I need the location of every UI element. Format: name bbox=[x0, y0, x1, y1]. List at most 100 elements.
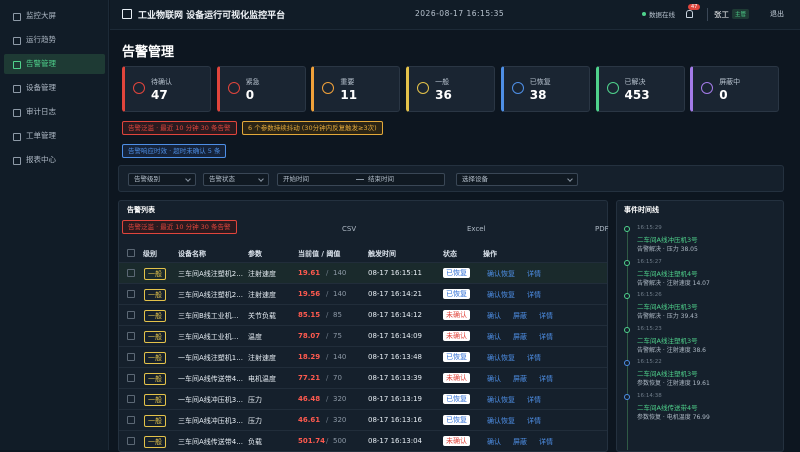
level: 一般 bbox=[144, 394, 166, 406]
status: 未确认 bbox=[443, 310, 470, 320]
row-checkbox[interactable] bbox=[127, 416, 135, 424]
bell[interactable] bbox=[686, 10, 693, 18]
status: 未确认 bbox=[443, 373, 470, 383]
export-button[interactable]: Excel bbox=[467, 225, 486, 233]
event-time: 16:15:22 bbox=[637, 359, 662, 365]
trigger-time: 08-17 16:13:48 bbox=[368, 353, 423, 361]
export-button[interactable]: CSV bbox=[342, 225, 357, 233]
action[interactable]: 确认 bbox=[487, 312, 501, 320]
card-label: 紧急 bbox=[245, 78, 260, 86]
nav-item[interactable]: 设备管理 bbox=[4, 78, 105, 98]
trigger-time: 08-17 16:13:04 bbox=[368, 437, 423, 445]
nav-item[interactable]: 工单管理 bbox=[4, 126, 105, 146]
timeline-title: 事件时间线 bbox=[624, 206, 659, 214]
export-button[interactable]: PDF bbox=[595, 225, 609, 233]
device: 一车间A线传送带4... bbox=[178, 375, 243, 383]
level-select[interactable]: 告警级别 bbox=[128, 173, 196, 186]
action[interactable]: 确认恢复 bbox=[487, 291, 515, 299]
event-time: 16:15:27 bbox=[637, 258, 662, 265]
column-header: 设备名称 bbox=[178, 250, 206, 258]
action[interactable]: 详情 bbox=[539, 375, 553, 383]
column-header: 级别 bbox=[143, 250, 157, 258]
separator: / bbox=[326, 353, 329, 361]
action[interactable]: 确认恢复 bbox=[487, 396, 515, 404]
stat-card: 屏蔽中 0 bbox=[690, 66, 780, 112]
timeline-line bbox=[627, 228, 628, 450]
trigger-time: 08-17 16:14:09 bbox=[368, 332, 423, 340]
card-value: 0 bbox=[719, 88, 728, 102]
row-checkbox[interactable] bbox=[127, 374, 135, 382]
action[interactable]: 屏蔽 bbox=[513, 312, 527, 320]
action[interactable]: 确认恢复 bbox=[487, 417, 515, 425]
param: 关节负载 bbox=[248, 312, 276, 320]
threshold: 320 bbox=[333, 416, 347, 424]
threshold: 70 bbox=[333, 374, 342, 382]
param: 电机温度 bbox=[248, 375, 276, 383]
status-select[interactable]: 告警状态 bbox=[203, 173, 269, 186]
table-row: 一般 三车间A线工业机... 温度 78.07 / 75 08-17 16:14:09 未确认… bbox=[119, 325, 607, 346]
event-detail: 告警解决 · 注射速度 38.6 bbox=[637, 346, 706, 354]
separator: / bbox=[326, 332, 329, 340]
action[interactable]: 确认 bbox=[487, 375, 501, 383]
status: 未确认 bbox=[443, 331, 470, 341]
action[interactable]: 详情 bbox=[527, 354, 541, 362]
card-icon bbox=[701, 82, 714, 94]
level: 一般 bbox=[144, 415, 166, 427]
logout[interactable]: 退出 bbox=[770, 10, 784, 18]
current-value: 77.21 bbox=[298, 374, 321, 382]
device-select[interactable]: 选择设备 bbox=[456, 173, 578, 186]
action[interactable]: 详情 bbox=[527, 291, 541, 299]
action[interactable]: 确认 bbox=[487, 333, 501, 341]
event-device: 二车间A线注塑机3号 bbox=[637, 370, 698, 378]
separator: / bbox=[326, 269, 329, 277]
device: 三车间B线工业机... bbox=[178, 312, 239, 320]
header-checkbox bbox=[127, 249, 135, 257]
current-value: 18.29 bbox=[298, 353, 321, 361]
action[interactable]: 详情 bbox=[527, 396, 541, 404]
page-title: 告警管理 bbox=[122, 45, 175, 60]
date-range[interactable]: 开始时间 结束时间 bbox=[277, 173, 445, 186]
action[interactable]: 详情 bbox=[527, 417, 541, 425]
row-checkbox[interactable] bbox=[127, 395, 135, 403]
row-checkbox[interactable] bbox=[127, 311, 135, 319]
row-checkbox[interactable] bbox=[127, 269, 135, 277]
action[interactable]: 屏蔽 bbox=[513, 375, 527, 383]
nav-item[interactable]: 告警管理 bbox=[4, 54, 105, 74]
row-checkbox[interactable] bbox=[127, 353, 135, 361]
nav-item[interactable]: 审计日志 bbox=[4, 102, 105, 122]
threshold: 320 bbox=[333, 395, 347, 403]
row-checkbox[interactable] bbox=[127, 332, 135, 340]
separator: / bbox=[326, 374, 329, 382]
separator: / bbox=[326, 290, 329, 298]
action[interactable]: 详情 bbox=[539, 312, 553, 320]
action[interactable]: 确认恢复 bbox=[487, 354, 515, 362]
event-device: 二车间A线注塑机4号 bbox=[637, 269, 698, 278]
trigger-time: 08-17 16:14:21 bbox=[368, 290, 423, 298]
action[interactable]: 确认 bbox=[487, 438, 501, 446]
action[interactable]: 详情 bbox=[527, 270, 541, 278]
card-label: 已解决 bbox=[624, 78, 646, 86]
event-detail: 告警解决 · 压力 39.43 bbox=[637, 313, 698, 320]
level: 一般 bbox=[144, 268, 166, 280]
nav-item[interactable]: 监控大屏 bbox=[4, 6, 105, 26]
table-row: 一般 三车间A线注塑机2... 注射速度 19.61 / 140 08-17 16:15:1… bbox=[119, 262, 607, 283]
action[interactable]: 详情 bbox=[539, 333, 553, 341]
row-checkbox[interactable] bbox=[127, 437, 135, 445]
threshold: 85 bbox=[333, 311, 342, 319]
level: 一般 bbox=[144, 373, 166, 385]
row-checkbox[interactable] bbox=[127, 290, 135, 298]
action[interactable]: 确认恢复 bbox=[487, 270, 515, 278]
current-value: 85.15 bbox=[298, 311, 321, 319]
notice: 告警响应时效 · 超时未确认 5 条 bbox=[122, 144, 227, 158]
action[interactable]: 详情 bbox=[539, 438, 553, 446]
stat-card: 重要 11 bbox=[311, 66, 401, 112]
current-value: 46.61 bbox=[298, 416, 321, 424]
action[interactable]: 屏蔽 bbox=[513, 438, 527, 446]
card-icon bbox=[227, 82, 240, 94]
card-icon bbox=[606, 82, 619, 94]
action[interactable]: 屏蔽 bbox=[513, 333, 527, 341]
card-label: 已恢复 bbox=[529, 78, 551, 86]
card-label: 待确认 bbox=[151, 78, 172, 86]
nav-item[interactable]: 报表中心 bbox=[4, 150, 105, 170]
nav-item[interactable]: 运行趋势 bbox=[4, 30, 105, 50]
